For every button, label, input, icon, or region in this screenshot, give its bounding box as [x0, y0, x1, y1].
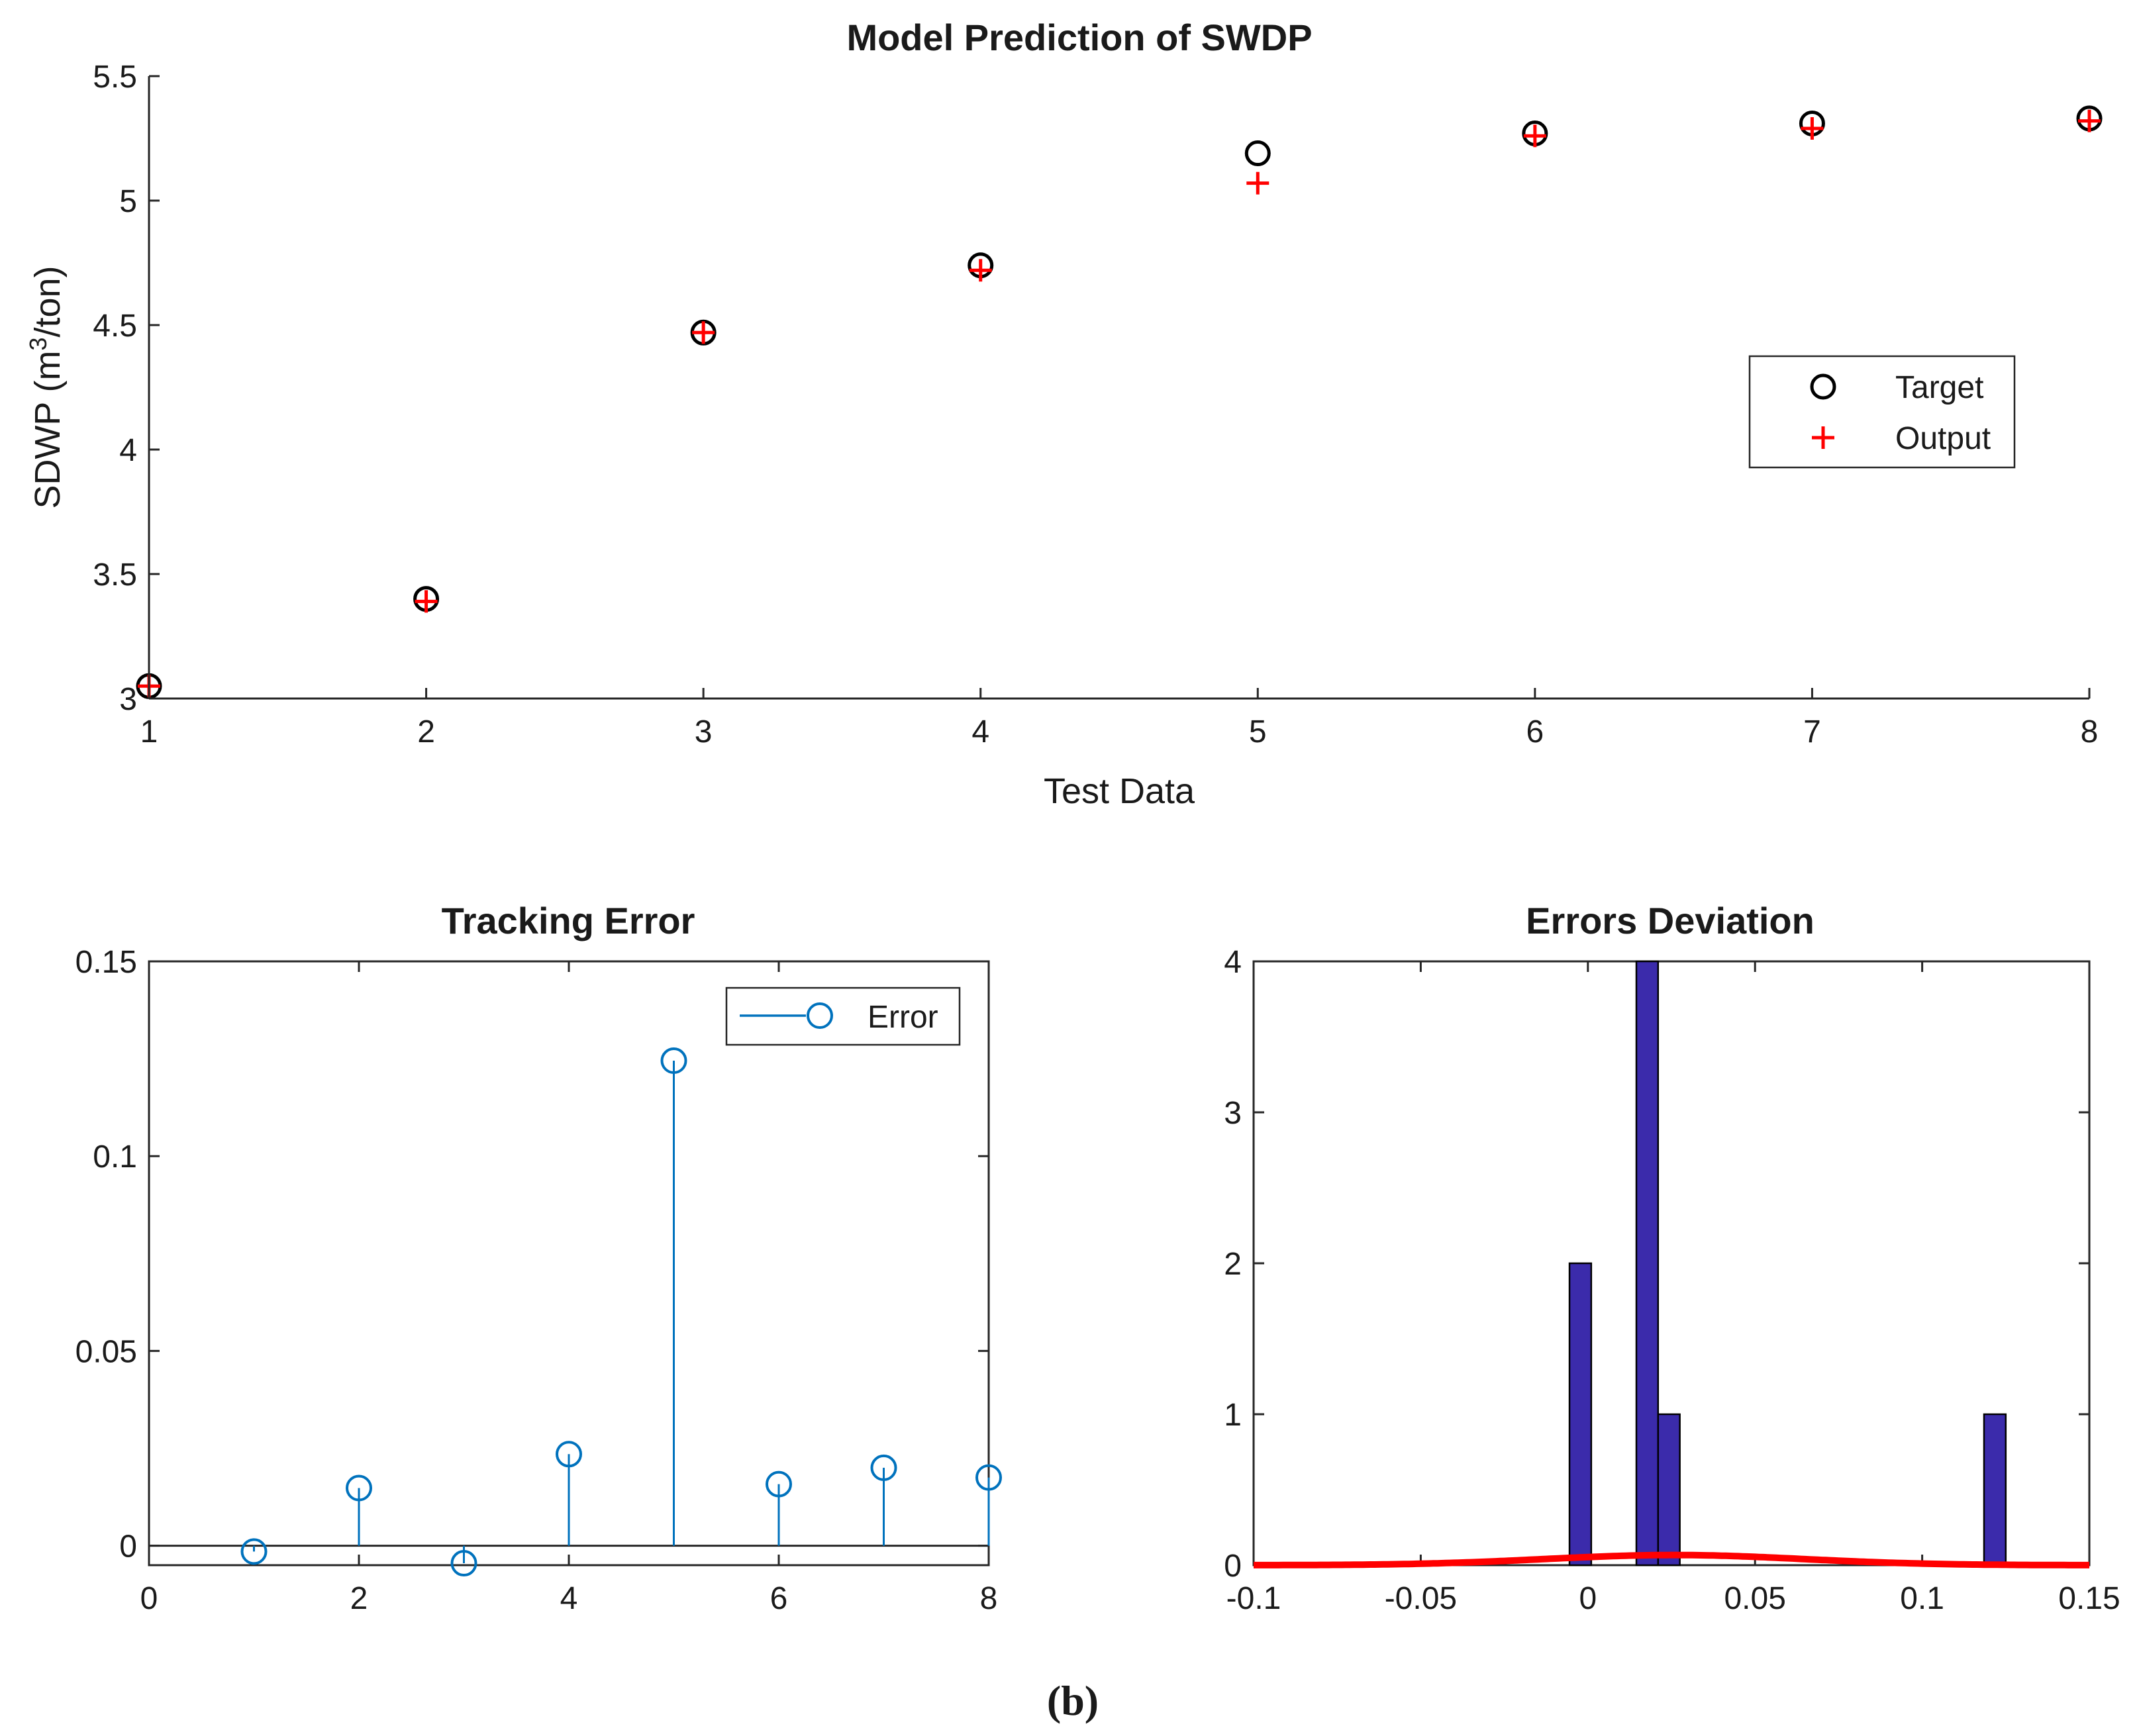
legend-error-label: Error	[868, 1000, 938, 1035]
bl-ticks: 0 2 4 6 8 0 0.05 0.1 0.15	[75, 945, 998, 1616]
output-point	[1523, 124, 1546, 148]
x-tick-label: 4	[971, 714, 989, 749]
top-legend-box	[1748, 355, 2016, 469]
bl-legend: Error	[725, 987, 961, 1046]
y-tick-label: 0	[119, 1529, 137, 1565]
output-point	[1246, 171, 1269, 195]
figure-caption: (b)	[1047, 1677, 1099, 1724]
x-tick-label: 7	[1803, 714, 1821, 749]
x-tick-label: 2	[417, 714, 435, 749]
x-tick-label: 0	[1579, 1581, 1597, 1616]
y-tick-label: 5	[119, 184, 137, 219]
y-tick-label: 0.1	[93, 1139, 137, 1175]
x-tick-label: 1	[140, 714, 158, 749]
y-tick-label: 0.05	[75, 1334, 137, 1369]
x-tick-label: 2	[350, 1581, 368, 1616]
top-y-axis-label: SDWP (m3/ton)	[25, 265, 68, 508]
top-chart-title: Model Prediction of SWDP	[846, 17, 1312, 58]
x-tick-label: 3	[695, 714, 713, 749]
output-point	[692, 321, 715, 344]
errors-deviation-chart: Errors Deviation -0.1 -0.05 0 0.05 0.1 0.15 0 1…	[1224, 900, 2120, 1616]
target-point	[1244, 140, 1271, 167]
br-ticks: -0.1 -0.05 0 0.05 0.1 0.15 0 1 2 3 4	[1224, 945, 2120, 1616]
y-tick-label: 0	[1224, 1549, 1242, 1584]
x-tick-label: 0.15	[2058, 1581, 2120, 1616]
output-point	[969, 259, 992, 282]
top-legend: Target Output	[1748, 355, 2016, 469]
top-ticks: 1 2 3 4 5 6 7 8 3 3.5 4 4.5 5 5.5	[93, 60, 2098, 749]
br-marks	[1254, 960, 2089, 1568]
x-tick-label: 0	[140, 1581, 158, 1616]
histogram-bar	[1657, 1413, 1681, 1567]
bl-marks	[149, 1047, 1002, 1577]
error-marker	[660, 1047, 687, 1075]
output-point	[415, 590, 438, 613]
x-tick-label: 8	[980, 1581, 998, 1616]
x-tick-label: 0.1	[1900, 1581, 1944, 1616]
x-tick-label: 0.05	[1724, 1581, 1785, 1616]
x-tick-label: -0.05	[1385, 1581, 1457, 1616]
error-marker	[556, 1441, 582, 1468]
top-x-axis-label: Test Data	[1044, 771, 1195, 811]
y-tick-label: 5.5	[93, 60, 137, 95]
legend-error-marker	[807, 1002, 833, 1029]
model-prediction-chart: Model Prediction of SWDP 1 2 3 4 5 6 7 8 3 3.5 4 4.…	[25, 17, 2103, 811]
error-marker	[870, 1454, 897, 1481]
legend-output-marker	[1812, 426, 1834, 449]
output-point	[2078, 109, 2101, 132]
x-tick-label: 8	[2081, 714, 2099, 749]
br-chart-title: Errors Deviation	[1526, 900, 1815, 941]
x-tick-label: 6	[770, 1581, 788, 1616]
y-label-main: SDWP (m	[28, 351, 68, 509]
histogram-bar	[1635, 960, 1660, 1567]
y-tick-label: 1	[1224, 1398, 1242, 1433]
x-tick-label: 5	[1249, 714, 1267, 749]
y-label-sup: 3	[25, 338, 52, 351]
y-tick-label: 2	[1224, 1247, 1242, 1282]
error-marker	[240, 1538, 268, 1565]
y-tick-label: 4.5	[93, 309, 137, 344]
error-marker	[766, 1471, 792, 1498]
y-label-tail: /ton)	[28, 265, 68, 337]
y-tick-label: 3	[119, 682, 137, 717]
error-marker	[346, 1474, 372, 1502]
bl-chart-title: Tracking Error	[442, 900, 695, 941]
legend-target-label: Target	[1895, 370, 1983, 405]
y-tick-label: 3.5	[93, 557, 137, 593]
y-tick-label: 3	[1224, 1096, 1242, 1131]
x-tick-label: -0.1	[1226, 1581, 1281, 1616]
histogram-bar	[1568, 1262, 1593, 1567]
normal-fit-curve	[1254, 1551, 2089, 1568]
legend-output-label: Output	[1895, 421, 1991, 456]
x-tick-label: 6	[1526, 714, 1544, 749]
error-marker	[450, 1550, 477, 1577]
y-tick-label: 0.15	[75, 945, 137, 980]
error-marker	[975, 1464, 1002, 1491]
output-point	[1801, 117, 1824, 140]
tracking-error-chart: Tracking Error 0 2 4 6 8 0 0.05 0.1 0.15 Error	[75, 900, 1002, 1616]
x-tick-label: 4	[560, 1581, 578, 1616]
y-tick-label: 4	[119, 433, 137, 468]
histogram-bar	[1983, 1413, 2007, 1567]
legend-target-marker	[1810, 373, 1836, 400]
y-tick-label: 4	[1224, 945, 1242, 980]
